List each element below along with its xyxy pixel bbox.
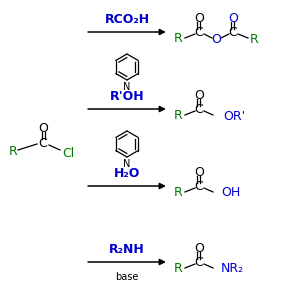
Text: O: O <box>38 122 48 134</box>
Text: base: base <box>115 272 139 282</box>
Text: C: C <box>195 25 203 38</box>
Text: OR': OR' <box>223 110 245 122</box>
Text: H₂O: H₂O <box>114 167 140 180</box>
Text: R: R <box>174 108 183 122</box>
Text: N: N <box>123 159 131 169</box>
Text: O: O <box>194 88 204 102</box>
Text: C: C <box>195 103 203 115</box>
Text: R'OH: R'OH <box>110 90 144 103</box>
Text: O: O <box>194 165 204 178</box>
Text: R: R <box>250 33 259 45</box>
Text: RCO₂H: RCO₂H <box>105 13 150 26</box>
Text: O: O <box>228 11 238 25</box>
Text: C: C <box>195 255 203 269</box>
Text: C: C <box>195 180 203 192</box>
Text: O: O <box>194 11 204 25</box>
Text: R: R <box>174 262 183 274</box>
Text: C: C <box>229 25 237 38</box>
Text: R: R <box>174 32 183 45</box>
Text: O: O <box>211 33 221 45</box>
Text: R: R <box>174 185 183 199</box>
Text: NR₂: NR₂ <box>221 262 244 275</box>
Text: R: R <box>8 145 17 157</box>
Text: O: O <box>194 242 204 255</box>
Text: N: N <box>123 82 131 92</box>
Text: Cl: Cl <box>62 146 74 160</box>
Text: C: C <box>38 137 47 150</box>
Text: OH: OH <box>221 186 240 200</box>
Text: R₂NH: R₂NH <box>109 243 145 256</box>
